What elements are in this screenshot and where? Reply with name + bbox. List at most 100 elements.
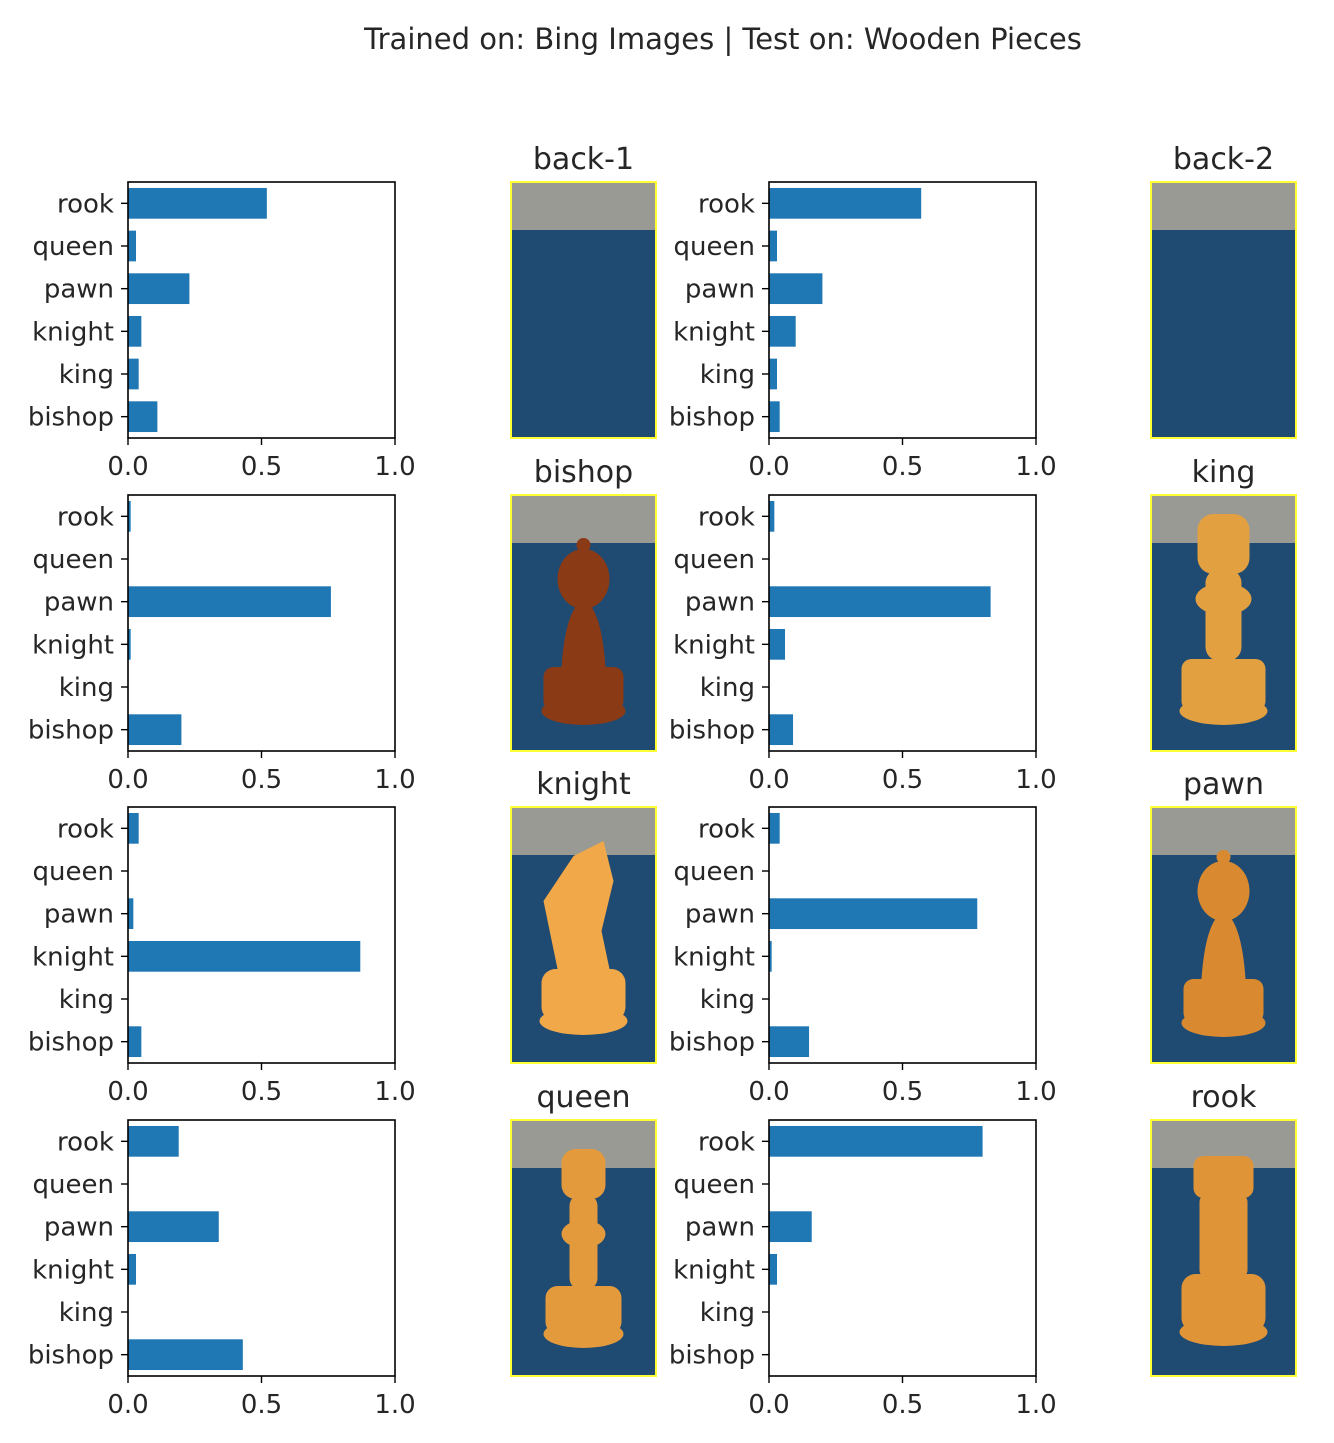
xtick-label: 0.5 — [241, 1390, 282, 1420]
piece-collar — [561, 1220, 606, 1248]
photo-border — [1150, 806, 1297, 1064]
xtick-label: 0.0 — [748, 1077, 789, 1107]
axes-frame — [768, 494, 1037, 752]
bar-chart-back-1: rook queen pawn knight king bishop 0.0 0.5 1.0 — [28, 181, 416, 482]
bar-chart-knight: rook queen pawn knight king bishop 0.0 0.5 1.0 — [28, 806, 416, 1107]
ytick-label-bishop: bishop — [669, 403, 755, 433]
image-rook: rook — [1150, 1080, 1297, 1377]
bar-knight — [769, 1253, 778, 1285]
ytick-label-queen: queen — [674, 232, 755, 262]
ytick-label-knight: knight — [32, 317, 114, 347]
ytick-label-knight: knight — [673, 1255, 755, 1285]
image-title: rook — [1191, 1080, 1257, 1115]
xtick-label: 1.0 — [1015, 1390, 1056, 1420]
image-title: knight — [536, 767, 631, 802]
xtick-label: 0.5 — [882, 1390, 923, 1420]
piece-neck — [1201, 911, 1246, 979]
xtick-label: 0.0 — [107, 765, 148, 795]
xtick-label: 0.5 — [241, 452, 282, 482]
xtick-label: 0.5 — [882, 452, 923, 482]
image-title: pawn — [1183, 767, 1264, 802]
piece-body — [541, 969, 626, 1021]
ytick-label-bishop: bishop — [28, 716, 114, 746]
ytick-label-queen: queen — [674, 545, 755, 575]
bar-chart-pawn: rook queen pawn knight king bishop 0.0 0.5 1.0 — [669, 806, 1057, 1107]
xtick-label: 1.0 — [374, 1390, 415, 1420]
piece-collar — [1195, 583, 1252, 615]
bar-pawn — [769, 586, 991, 618]
ytick-label-bishop: bishop — [669, 1028, 755, 1058]
ytick-label-pawn: pawn — [44, 588, 114, 618]
bar-bishop — [769, 401, 780, 433]
image-bishop: bishop — [510, 455, 657, 752]
ytick-label-knight: knight — [32, 630, 114, 660]
ytick-label-rook: rook — [698, 189, 755, 219]
bar-rook — [128, 1125, 179, 1157]
ytick-label-bishop: bishop — [28, 1341, 114, 1371]
ytick-label-bishop: bishop — [28, 1028, 114, 1058]
xtick-label: 0.0 — [748, 452, 789, 482]
ytick-label-rook: rook — [57, 502, 114, 532]
ytick-label-bishop: bishop — [669, 716, 755, 746]
bar-knight — [128, 940, 361, 972]
image-knight: knight — [510, 767, 657, 1064]
ytick-label-pawn: pawn — [44, 275, 114, 305]
bar-knight — [128, 628, 131, 660]
photo-border — [510, 494, 657, 752]
image-queen: queen — [510, 1080, 657, 1377]
ytick-label-king: king — [700, 985, 755, 1015]
image-title: back-1 — [533, 142, 634, 177]
bar-rook — [128, 812, 139, 844]
ytick-label-rook: rook — [698, 814, 755, 844]
piece-tip — [576, 538, 591, 552]
photo-table — [511, 230, 656, 438]
ytick-label-king: king — [59, 1298, 114, 1328]
ytick-label-queen: queen — [33, 857, 114, 887]
ytick-label-rook: rook — [698, 502, 755, 532]
photo-border — [510, 181, 657, 439]
ytick-label-knight: knight — [32, 942, 114, 972]
bar-rook — [769, 1125, 983, 1157]
xtick-label: 0.5 — [241, 765, 282, 795]
figure-title: Trained on: Bing Images | Test on: Woode… — [363, 22, 1082, 56]
xtick-label: 0.5 — [882, 1077, 923, 1107]
photo-border — [1150, 494, 1297, 752]
bar-rook — [769, 812, 780, 844]
ytick-label-rook: rook — [57, 814, 114, 844]
bar-rook — [769, 187, 922, 219]
bar-pawn — [128, 586, 331, 618]
image-title: queen — [537, 1080, 631, 1115]
xtick-label: 1.0 — [1015, 765, 1056, 795]
image-title: bishop — [534, 455, 633, 490]
axes-frame — [768, 1119, 1037, 1377]
bar-bishop — [769, 1026, 810, 1058]
bar-queen — [769, 230, 778, 262]
bar-knight — [128, 1253, 137, 1285]
bar-bishop — [769, 714, 794, 746]
axes-frame — [127, 1119, 396, 1377]
bar-knight — [769, 315, 796, 347]
ytick-label-king: king — [59, 985, 114, 1015]
bar-knight — [769, 628, 786, 660]
bar-queen — [128, 230, 137, 262]
ytick-label-pawn: pawn — [44, 1213, 114, 1243]
ytick-label-pawn: pawn — [44, 900, 114, 930]
ytick-label-pawn: pawn — [685, 275, 755, 305]
bar-bishop — [128, 714, 182, 746]
piece-crown — [561, 1149, 606, 1199]
bar-pawn — [128, 1211, 219, 1243]
piece-body — [1183, 979, 1264, 1023]
ytick-label-bishop: bishop — [669, 1341, 755, 1371]
ytick-label-queen: queen — [33, 1170, 114, 1200]
bar-bishop — [128, 1026, 142, 1058]
xtick-label: 1.0 — [374, 452, 415, 482]
bar-pawn — [128, 898, 134, 930]
image-back-2: back-2 — [1150, 142, 1297, 439]
photo-border — [1150, 181, 1297, 439]
xtick-label: 1.0 — [1015, 452, 1056, 482]
ytick-label-queen: queen — [33, 545, 114, 575]
bar-pawn — [769, 898, 978, 930]
piece-head — [1197, 861, 1250, 921]
ytick-label-queen: queen — [33, 232, 114, 262]
